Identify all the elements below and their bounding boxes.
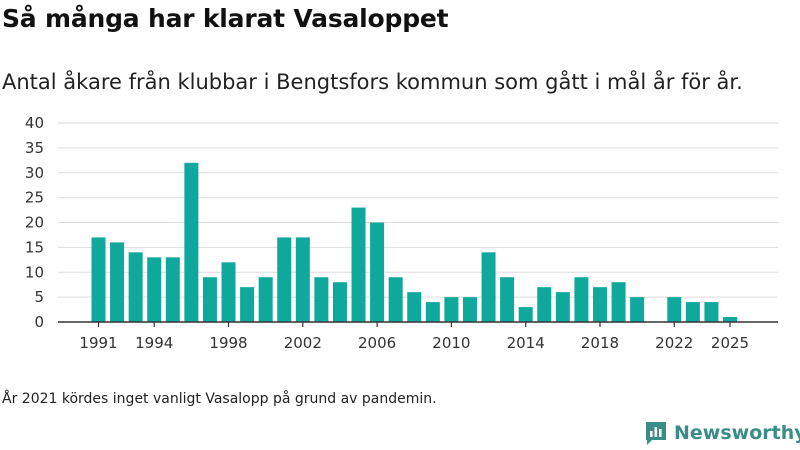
bar-1996: [184, 162, 199, 322]
bar-2009: [425, 302, 440, 322]
x-tick-label-1998: 1998: [209, 334, 247, 352]
bar-2013: [500, 277, 515, 322]
bar-1991: [91, 237, 106, 322]
bar-1995: [165, 257, 180, 322]
brand-name: Newsworthy: [674, 422, 800, 444]
bar-2011: [462, 297, 477, 322]
bar-2022: [667, 297, 682, 322]
x-tick-label-2014: 2014: [507, 334, 545, 352]
bar-2025: [723, 317, 737, 322]
bar-2020: [630, 297, 645, 322]
x-tick-label-2022: 2022: [655, 334, 693, 352]
bar-2024: [704, 302, 719, 322]
bar-2008: [407, 292, 422, 322]
bar-2000: [258, 277, 273, 322]
bar-1993: [128, 252, 143, 322]
x-tick-label-2018: 2018: [581, 334, 619, 352]
x-tick-label-2025: 2025: [711, 334, 749, 352]
y-tick-label-20: 20: [25, 214, 44, 232]
y-tick-label-25: 25: [25, 189, 44, 207]
bar-chart-logo-icon: [646, 422, 666, 445]
y-tick-label-40: 40: [25, 114, 44, 132]
bar-2015: [537, 287, 552, 322]
bar-2012: [481, 252, 496, 322]
brand-logo: Newsworthy: [644, 420, 800, 446]
y-tick-label-5: 5: [34, 288, 44, 306]
x-tick-label-2006: 2006: [358, 334, 396, 352]
bar-1999: [240, 287, 255, 322]
y-tick-label-10: 10: [25, 263, 44, 281]
chart-title: Så många har klarat Vasaloppet: [2, 4, 449, 33]
bar-2014: [518, 307, 533, 322]
x-tick-label-1994: 1994: [135, 334, 173, 352]
chart-subtitle: Antal åkare från klubbar i Bengtsfors ko…: [2, 70, 743, 94]
bar-2017: [574, 277, 589, 322]
bar-2003: [314, 277, 329, 322]
bar-2007: [388, 277, 403, 322]
x-tick-label-2010: 2010: [432, 334, 470, 352]
bar-2001: [277, 237, 292, 322]
bar-2005: [351, 207, 366, 322]
y-tick-label-15: 15: [25, 238, 44, 256]
y-tick-label-0: 0: [34, 313, 44, 331]
bar-2006: [370, 222, 385, 322]
x-tick-label-1991: 1991: [79, 334, 117, 352]
bar-1994: [147, 257, 162, 322]
bar-1998: [221, 262, 236, 322]
bar-2018: [592, 287, 607, 322]
bar-2002: [295, 237, 310, 322]
x-tick-label-2002: 2002: [284, 334, 322, 352]
y-tick-label-30: 30: [25, 164, 44, 182]
bar-1992: [110, 242, 125, 322]
bar-2010: [444, 297, 459, 322]
bar-2023: [685, 302, 700, 322]
bar-2004: [332, 282, 347, 322]
footnote: År 2021 kördes inget vanligt Vasalopp på…: [2, 391, 437, 407]
bar-2019: [611, 282, 626, 322]
bar-1997: [202, 277, 217, 322]
bar-2016: [555, 292, 570, 322]
y-tick-label-35: 35: [25, 139, 44, 157]
